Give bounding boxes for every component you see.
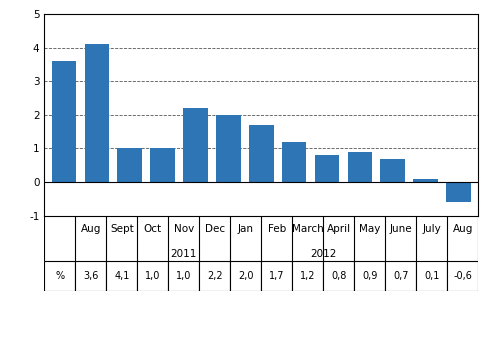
Text: Nov: Nov bbox=[174, 224, 194, 234]
Bar bbox=[385, 261, 416, 291]
Text: 1,2: 1,2 bbox=[300, 271, 316, 281]
Bar bbox=[106, 261, 138, 291]
Bar bbox=[446, 182, 471, 202]
Text: 4,1: 4,1 bbox=[114, 271, 130, 281]
Bar bbox=[75, 261, 106, 291]
Bar bbox=[230, 261, 261, 291]
Bar bbox=[323, 261, 354, 291]
Text: 0,8: 0,8 bbox=[331, 271, 347, 281]
Text: Oct: Oct bbox=[144, 224, 162, 234]
Text: 2011: 2011 bbox=[171, 249, 197, 259]
Text: %: % bbox=[55, 271, 65, 281]
Bar bbox=[381, 159, 405, 182]
Text: -0,6: -0,6 bbox=[453, 271, 472, 281]
Bar bbox=[354, 261, 385, 291]
Text: Feb: Feb bbox=[268, 224, 286, 234]
Text: March: March bbox=[292, 224, 323, 234]
Text: April: April bbox=[327, 224, 351, 234]
Text: 2,0: 2,0 bbox=[238, 271, 253, 281]
Bar bbox=[199, 261, 230, 291]
Text: Jan: Jan bbox=[238, 224, 254, 234]
Bar bbox=[168, 261, 199, 291]
Bar bbox=[348, 152, 372, 182]
Bar bbox=[85, 44, 109, 182]
Text: 2,2: 2,2 bbox=[207, 271, 223, 281]
Bar bbox=[282, 142, 307, 182]
Bar bbox=[292, 261, 323, 291]
Text: June: June bbox=[389, 224, 412, 234]
Bar bbox=[44, 261, 75, 291]
Bar bbox=[249, 125, 274, 182]
Text: May: May bbox=[359, 224, 381, 234]
Bar bbox=[315, 155, 339, 182]
Text: 0,7: 0,7 bbox=[393, 271, 409, 281]
Text: Dec: Dec bbox=[205, 224, 225, 234]
Text: 2012: 2012 bbox=[310, 249, 336, 259]
Bar bbox=[416, 261, 447, 291]
Text: Aug: Aug bbox=[453, 224, 473, 234]
Text: Sept: Sept bbox=[110, 224, 134, 234]
Bar bbox=[216, 115, 241, 182]
Bar bbox=[261, 261, 292, 291]
Bar bbox=[150, 149, 175, 182]
Bar bbox=[52, 61, 76, 182]
Text: 1,0: 1,0 bbox=[176, 271, 191, 281]
Text: 1,0: 1,0 bbox=[145, 271, 161, 281]
Bar bbox=[447, 261, 478, 291]
Text: 0,1: 0,1 bbox=[424, 271, 439, 281]
Text: 3,6: 3,6 bbox=[83, 271, 99, 281]
Bar bbox=[117, 149, 142, 182]
Bar bbox=[413, 179, 438, 182]
Bar bbox=[183, 108, 208, 182]
Bar bbox=[138, 261, 168, 291]
Text: July: July bbox=[423, 224, 441, 234]
Text: 1,7: 1,7 bbox=[269, 271, 284, 281]
Text: Aug: Aug bbox=[81, 224, 101, 234]
Text: 0,9: 0,9 bbox=[362, 271, 378, 281]
